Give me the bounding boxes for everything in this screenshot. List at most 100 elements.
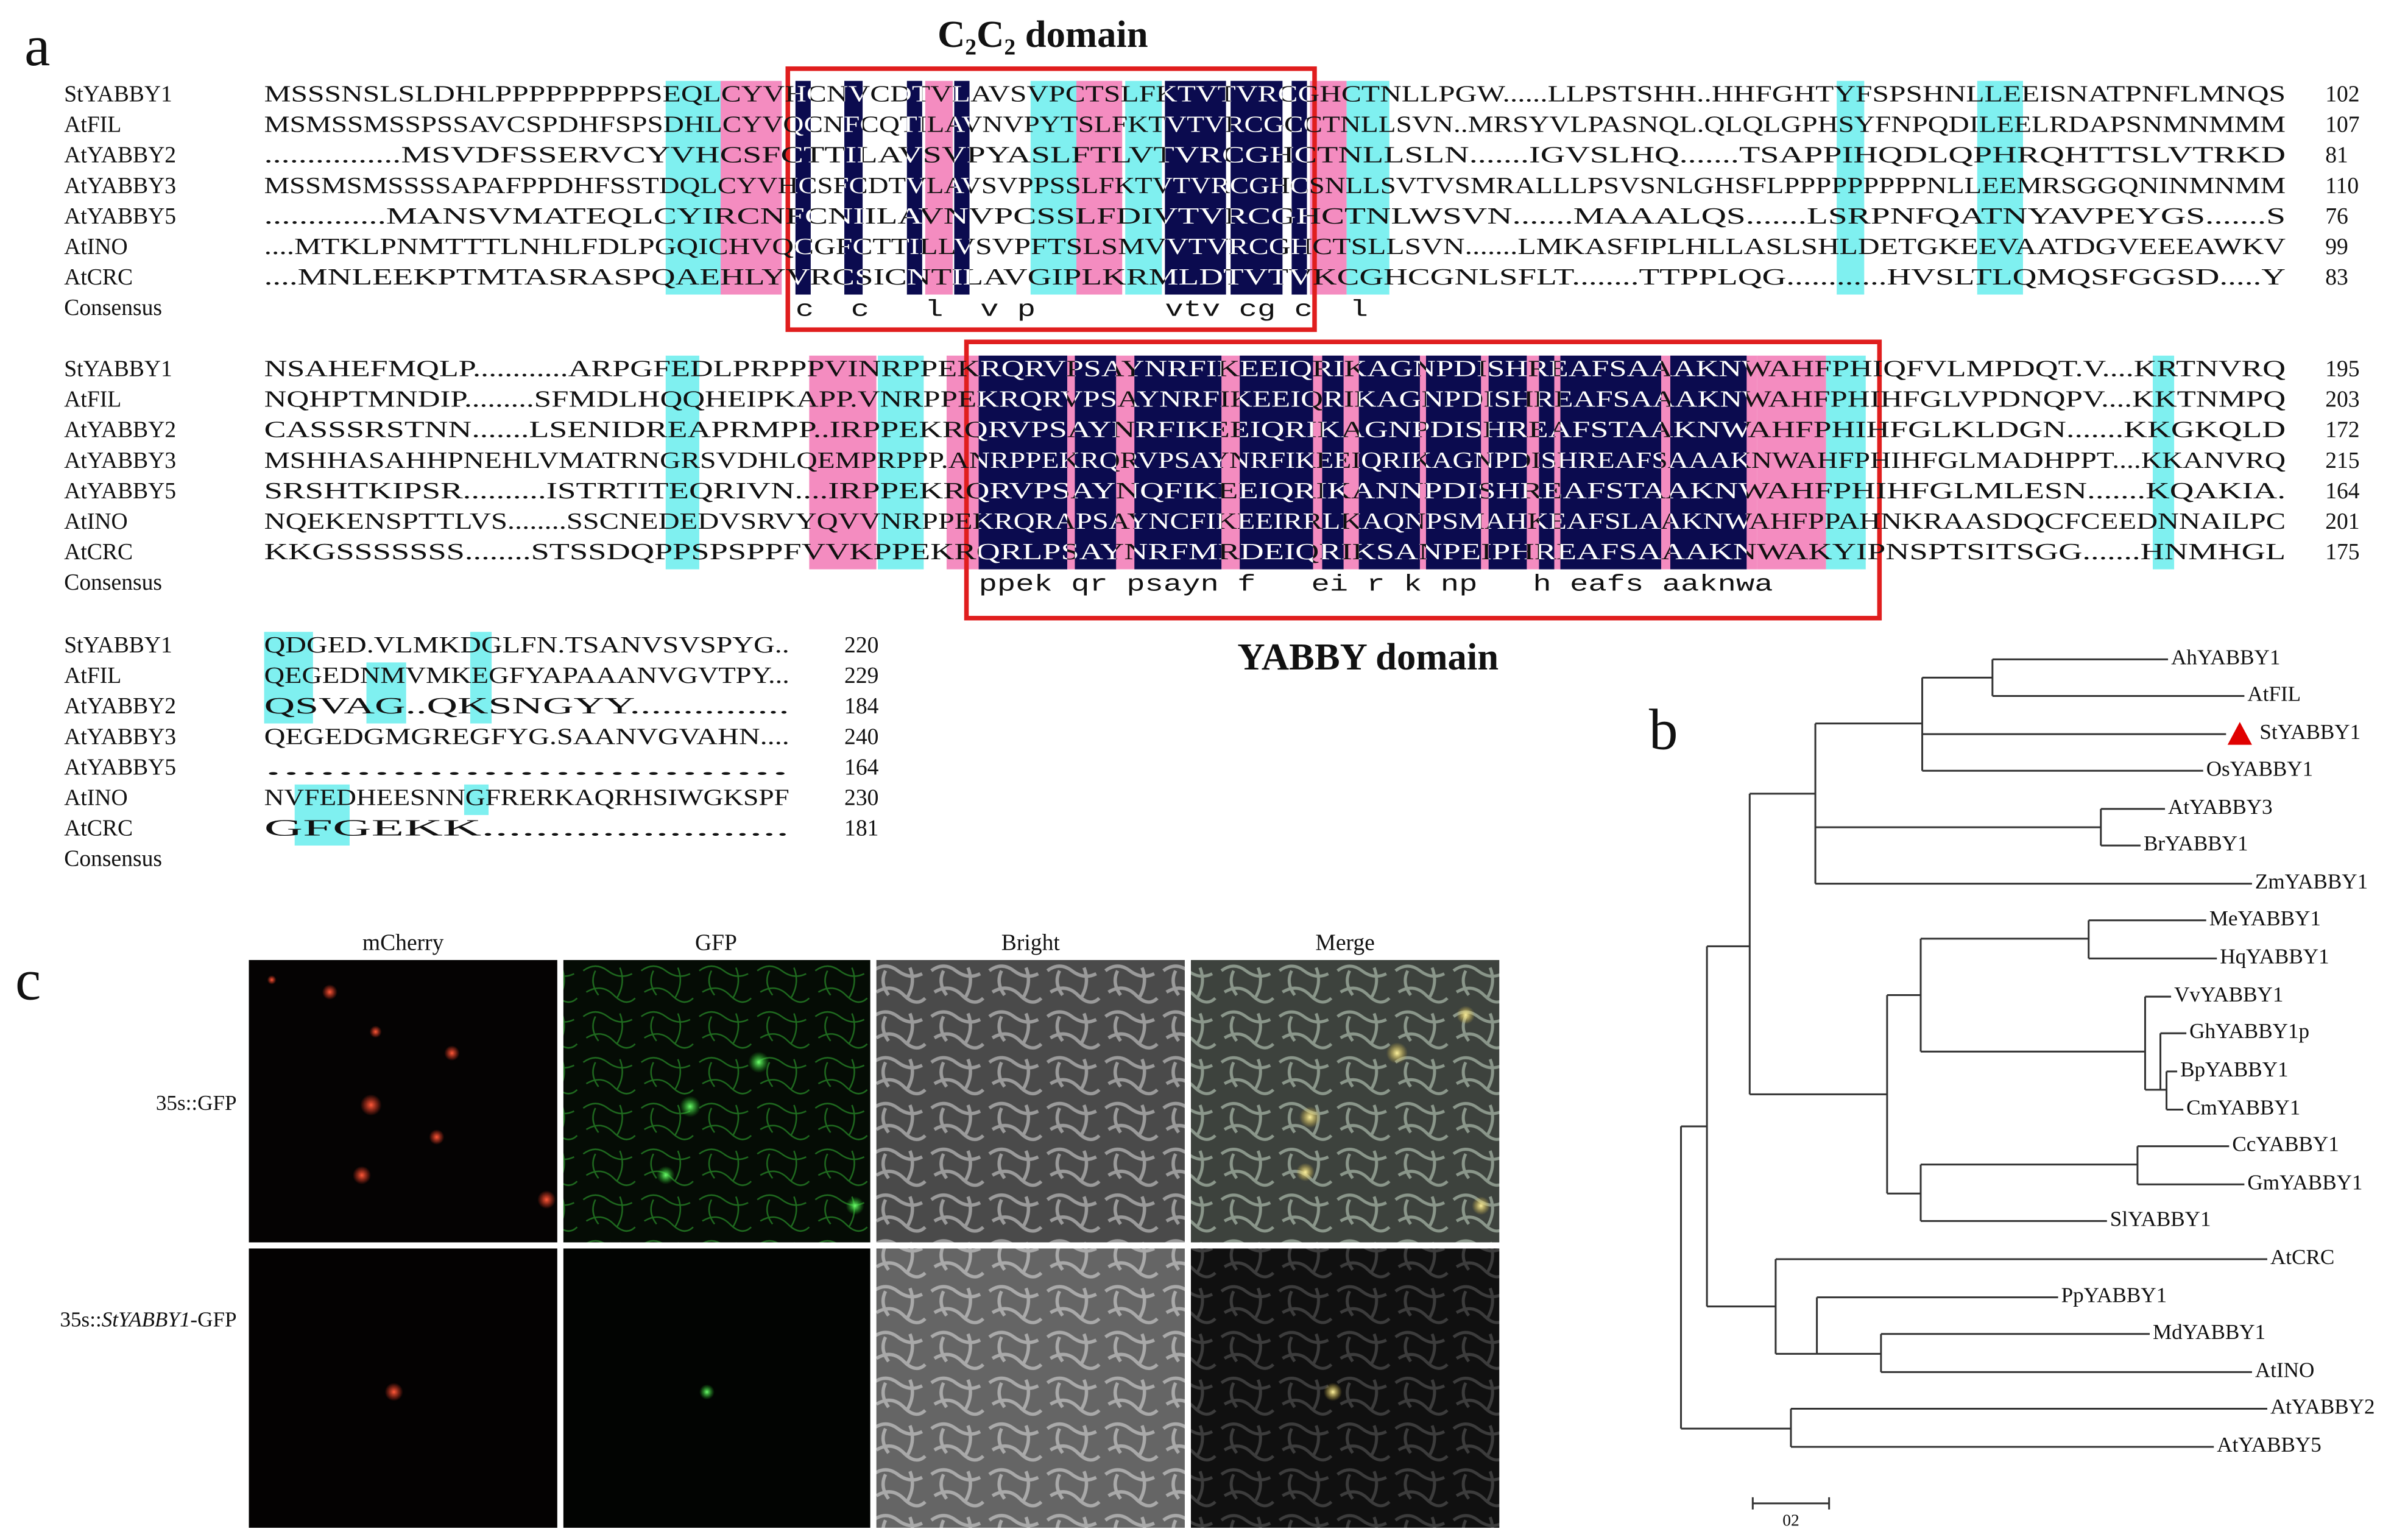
sequence: ................MSVDFSSERVCYVHCSFCTTILAV… bbox=[264, 143, 2286, 168]
sequence-end: 220 bbox=[844, 633, 878, 658]
sequence: QEGEDGMGREGFYG.SAANVGVAHN.... bbox=[264, 724, 789, 749]
sequence-name: AtYABBY3 bbox=[64, 448, 176, 473]
sequence: NSAHEFMQLP............ARPGFEDLPRPPPVINRP… bbox=[264, 356, 2286, 381]
sequence-end: 195 bbox=[2325, 356, 2359, 381]
sequence: CASSSRSTNN.......LSENIDREAPRMPP..IRPPEKR… bbox=[264, 418, 2286, 443]
sequence-name: AtYABBY3 bbox=[64, 724, 176, 749]
sequence-end: 181 bbox=[844, 816, 878, 841]
sequence-end: 81 bbox=[2325, 143, 2348, 168]
leaf-label: GhYABBY1p bbox=[2189, 1019, 2309, 1043]
sequence-name: AtYABBY2 bbox=[64, 694, 176, 719]
sequence-end: 203 bbox=[2325, 387, 2359, 412]
sequence: ....MTKLPNMTTTLNHLFDLPGQICHVQCGFCTTILLVS… bbox=[264, 235, 2286, 260]
leaf-label: GmYABBY1 bbox=[2247, 1170, 2362, 1194]
sequence-name: AtYABBY5 bbox=[64, 479, 176, 504]
row-label-part: -GFP bbox=[190, 1308, 236, 1332]
highlight-triangle bbox=[2227, 722, 2252, 745]
sequence-name: AtINO bbox=[64, 235, 127, 260]
sequence: MSSSNSLSLDHLPPPPPPPPPSEQLCYVHCNVCDTVLAVS… bbox=[264, 82, 2286, 107]
sequence-end: 110 bbox=[2325, 174, 2359, 199]
leaf-label: OsYABBY1 bbox=[2206, 757, 2313, 780]
sequence-name: StYABBY1 bbox=[64, 82, 172, 107]
sequence: ....MNLEEKPTMTASRASPQAEHLYVRCSICNTILAVGI… bbox=[264, 265, 2286, 290]
sequence: QEGEDNMVMKEGFYAPAAANVGVTPY... bbox=[264, 663, 789, 688]
leaf-label: BpYABBY1 bbox=[2180, 1058, 2288, 1081]
sequence: QSVAG..QKSNGYY............... bbox=[264, 694, 789, 719]
column-header: mCherry bbox=[362, 931, 444, 956]
alignment-shading bbox=[264, 80, 2175, 846]
tree-branches bbox=[1680, 658, 2267, 1510]
sequence-end: 76 bbox=[2325, 204, 2348, 229]
leaf-label: AtYABBY5 bbox=[2217, 1433, 2322, 1457]
sequence-name: StYABBY1 bbox=[64, 356, 172, 381]
sequence: ..............MANSVMATEQLCYIRCNFCNIILAVN… bbox=[264, 204, 2286, 229]
sequence-name: AtFIL bbox=[64, 113, 121, 138]
sequence-end: 229 bbox=[844, 663, 878, 688]
sequence-name: AtCRC bbox=[64, 816, 133, 841]
sequence-end: 164 bbox=[2325, 479, 2360, 504]
sequence-highlight: KKGSSSSSSS........STSSDQPPSPSPPFVVKPPEKR… bbox=[264, 540, 2286, 565]
sequence-end: 102 bbox=[2325, 82, 2359, 107]
column-header: Merge bbox=[1315, 931, 1374, 956]
leaf-label: BrYABBY1 bbox=[2144, 832, 2248, 855]
row-label-part: 35s:: bbox=[60, 1308, 101, 1332]
panel-label: a bbox=[24, 13, 50, 78]
sequence-end: 175 bbox=[2325, 540, 2359, 565]
sequence: NQHPTMNDIP.........SFMDLHQQHEIPKAPP.VNRP… bbox=[264, 387, 2286, 412]
micro-headers: mCherry GFP Bright Merge bbox=[362, 931, 1375, 956]
leaf-label: MeYABBY1 bbox=[2209, 906, 2321, 930]
sequence-name: AtYABBY5 bbox=[64, 755, 176, 780]
sequence: MSMSSMSSPSSAVCSPDHFSPSDHLCYVQCNFCQTILAVN… bbox=[264, 113, 2286, 138]
micrographs bbox=[249, 959, 1500, 1528]
leaf-label: StYABBY1 bbox=[2259, 720, 2360, 744]
leaf-label: MdYABBY1 bbox=[2153, 1320, 2265, 1344]
leaf-label: AtYABBY2 bbox=[2270, 1395, 2375, 1419]
sequence-end: 240 bbox=[844, 724, 878, 749]
panel-label: b bbox=[1649, 697, 1678, 761]
row-label-gene: StYABBY1 bbox=[102, 1308, 191, 1332]
consensus-name: Consensus bbox=[64, 295, 162, 320]
leaf-label: HqYABBY1 bbox=[2220, 944, 2329, 968]
yabby-box bbox=[964, 339, 1882, 621]
sequence: QDGED.VLMKDGLFN.TSANVSVSPYG.. bbox=[264, 633, 789, 658]
sequence-name: AtCRC bbox=[64, 265, 133, 290]
leaf-label: SlYABBY1 bbox=[2110, 1207, 2211, 1231]
sequence-name: AtFIL bbox=[64, 387, 121, 412]
sequence: MSSMSMSSSSAPAFPPDHFSSTDQLCYVHCSFCDTVLAVS… bbox=[264, 174, 2286, 199]
sequence-name: AtYABBY2 bbox=[64, 418, 176, 443]
sequence-name: StYABBY1 bbox=[64, 633, 172, 658]
leaf-label: ZmYABBY1 bbox=[2255, 870, 2368, 894]
panel-label: c bbox=[15, 947, 41, 1012]
row-label: 35s::GFP bbox=[156, 1091, 237, 1115]
alignment: StYABBY1 MSSSNSLSLDHLPPPPPPPPPSEQLCYVHCNV… bbox=[64, 82, 2360, 871]
sequence-highlight: MSHHASAHHPNEHLVMATRNGRSVDHLQEMPRPPP.ANRP… bbox=[264, 448, 2286, 473]
scale-label: 02 bbox=[1782, 1510, 1799, 1529]
leaf-label: AtCRC bbox=[2270, 1245, 2334, 1269]
sequence-end: 107 bbox=[2325, 113, 2359, 138]
sequence-name: AtCRC bbox=[64, 540, 133, 565]
sequence-end: 83 bbox=[2325, 265, 2348, 290]
consensus-name: Consensus bbox=[64, 847, 162, 872]
leaf-label: CcYABBY1 bbox=[2232, 1132, 2339, 1156]
leaf-label: AtYABBY3 bbox=[2168, 795, 2273, 819]
consensus: ppek qr psayn f ei r k np h eafs aaknwa bbox=[979, 573, 1773, 598]
sequence-end: 99 bbox=[2325, 235, 2348, 260]
consensus-name: Consensus bbox=[64, 570, 162, 595]
sequence-name: AtINO bbox=[64, 509, 127, 534]
sequence: MSHHASAHHPNEHLVMATRNGRSVDHLQEMPRPPP.ANRP… bbox=[264, 448, 2286, 473]
sequence-highlight: NSAHEFMQLP............ARPGFEDLPRPPPVINRP… bbox=[264, 356, 2286, 381]
sequence-name: AtYABBY3 bbox=[64, 174, 176, 199]
leaf-label: CmYABBY1 bbox=[2186, 1096, 2300, 1120]
c2c2-box bbox=[785, 66, 1317, 332]
domain-title: YABBY domain bbox=[1237, 635, 1499, 678]
sequence: SRSHTKIPSR..........ISTRTITEQRIVN....IRP… bbox=[264, 479, 2286, 504]
sequence-end: 184 bbox=[844, 694, 879, 719]
sequence: GFGEKK....................... bbox=[264, 816, 789, 841]
sequence-end: 172 bbox=[2325, 418, 2359, 443]
column-header: Bright bbox=[1001, 931, 1061, 956]
sequence: KKGSSSSSSS........STSSDQPPSPSPPFVVKPPEKR… bbox=[264, 540, 2286, 565]
sequence-end: 201 bbox=[2325, 509, 2359, 534]
sequence-highlight: NQEKENSPTTLVS........SSCNEDEDVSRVYQVVNRP… bbox=[264, 509, 2286, 534]
sequence-end: 215 bbox=[2325, 448, 2359, 473]
sequence-end: 164 bbox=[844, 755, 879, 780]
